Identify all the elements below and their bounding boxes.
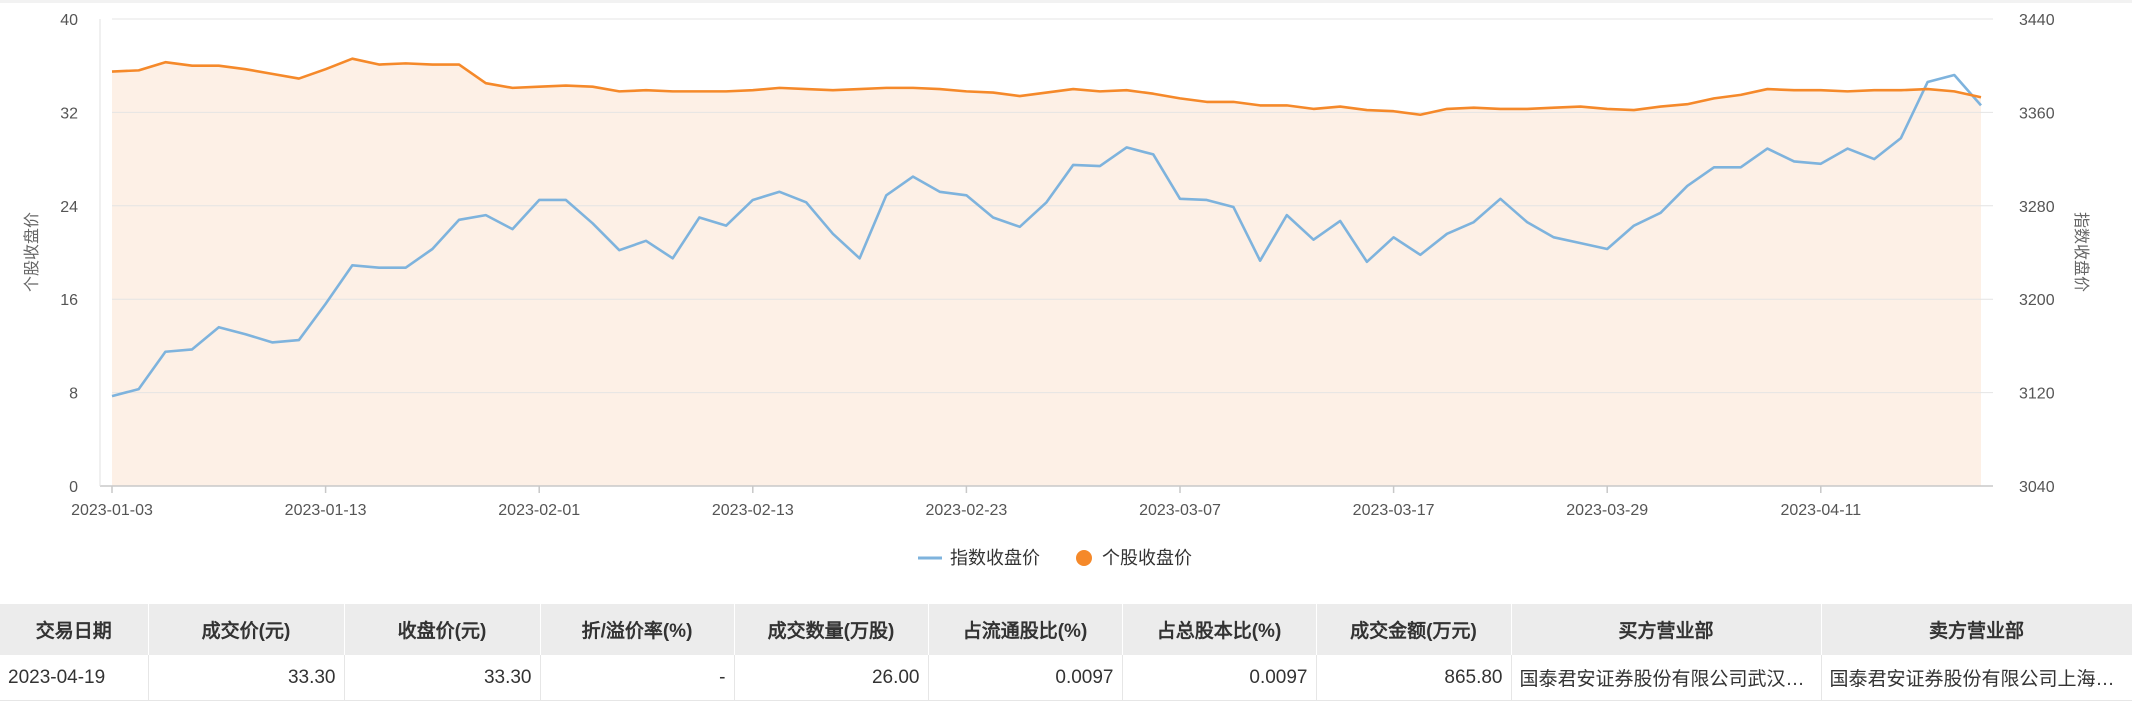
cell-trade-price: 33.30 <box>148 655 345 701</box>
cell-trade-date: 2023-04-19 <box>0 655 149 701</box>
header-amount: 成交金额(万元) <box>1316 604 1512 655</box>
y-left-tick-label: 0 <box>69 479 78 496</box>
cell-premium-rate: - <box>540 655 735 701</box>
y-left-tick-label: 40 <box>60 12 78 29</box>
y-right-tick-label: 3360 <box>2019 105 2055 122</box>
legend-label-stock[interactable]: 个股收盘价 <box>1102 548 1192 568</box>
header-buyer: 买方营业部 <box>1511 604 1822 655</box>
cell-amount: 865.80 <box>1316 655 1512 701</box>
top-divider <box>0 0 2132 3</box>
y-right-tick-label: 3040 <box>2019 479 2055 496</box>
header-total-ratio: 占总股本比(%) <box>1122 604 1317 655</box>
x-tick-label: 2023-02-23 <box>925 502 1007 519</box>
header-premium-rate: 折/溢价率(%) <box>540 604 735 655</box>
table-header-row: 交易日期 成交价(元) 收盘价(元) 折/溢价率(%) 成交数量(万股) 占流通… <box>0 604 2132 655</box>
y-right-tick-label: 3440 <box>2019 12 2055 29</box>
header-seller: 卖方营业部 <box>1821 604 2132 655</box>
y-right-axis-title: 指数收盘价 <box>2072 212 2091 292</box>
x-tick-label: 2023-04-11 <box>1780 502 1861 519</box>
chart-svg: 0 8 16 24 32 40 3040 3120 3200 3280 3360 3440 2023-0… <box>22 12 2091 568</box>
cell-buyer[interactable]: 国泰君安证券股份有限公司武汉分公司 <box>1511 655 1822 701</box>
x-tick-label: 2023-01-03 <box>71 502 153 519</box>
table-row: 2023-04-19 33.30 33.30 - 26.00 0.0097 0.… <box>0 655 2132 701</box>
series-line-stock <box>111 57 1982 117</box>
price-chart: 0 8 16 24 32 40 3040 3120 3200 3280 3360 3440 2023-0… <box>22 12 2091 568</box>
header-float-ratio: 占流通股比(%) <box>928 604 1123 655</box>
header-volume: 成交数量(万股) <box>734 604 929 655</box>
header-close-price: 收盘价(元) <box>344 604 541 655</box>
series-line-index <box>111 73 1982 398</box>
cell-close-price: 33.30 <box>344 655 541 701</box>
y-left-tick-label: 24 <box>60 199 78 216</box>
stock-area-fill <box>112 58 1981 486</box>
x-tick-label: 2023-03-07 <box>1139 502 1221 519</box>
cell-seller[interactable]: 国泰君安证券股份有限公司上海分公司 <box>1821 655 2132 701</box>
cell-float-ratio: 0.0097 <box>928 655 1123 701</box>
legend-label-index[interactable]: 指数收盘价 <box>950 548 1040 568</box>
header-trade-price: 成交价(元) <box>148 604 345 655</box>
block-trade-table: 交易日期 成交价(元) 收盘价(元) 折/溢价率(%) 成交数量(万股) 占流通… <box>0 604 2132 701</box>
x-tick-label: 2023-02-13 <box>712 502 794 519</box>
y-right-tick-label: 3280 <box>2019 199 2055 216</box>
y-left-tick-label: 32 <box>60 105 78 122</box>
y-left-tick-label: 16 <box>60 292 78 309</box>
y-right-tick-label: 3120 <box>2019 386 2055 403</box>
y-left-axis-title: 个股收盘价 <box>22 212 41 292</box>
x-tick-label: 2023-02-01 <box>498 502 580 519</box>
cell-volume: 26.00 <box>734 655 929 701</box>
x-tick-label: 2023-03-29 <box>1566 502 1648 519</box>
x-tick-label: 2023-01-13 <box>285 502 367 519</box>
legend-swatch-stock[interactable] <box>1076 550 1092 566</box>
y-left-tick-label: 8 <box>69 386 78 403</box>
x-tick-label: 2023-03-17 <box>1353 502 1435 519</box>
header-trade-date: 交易日期 <box>0 604 149 655</box>
cell-total-ratio: 0.0097 <box>1122 655 1317 701</box>
y-right-tick-label: 3200 <box>2019 292 2055 309</box>
